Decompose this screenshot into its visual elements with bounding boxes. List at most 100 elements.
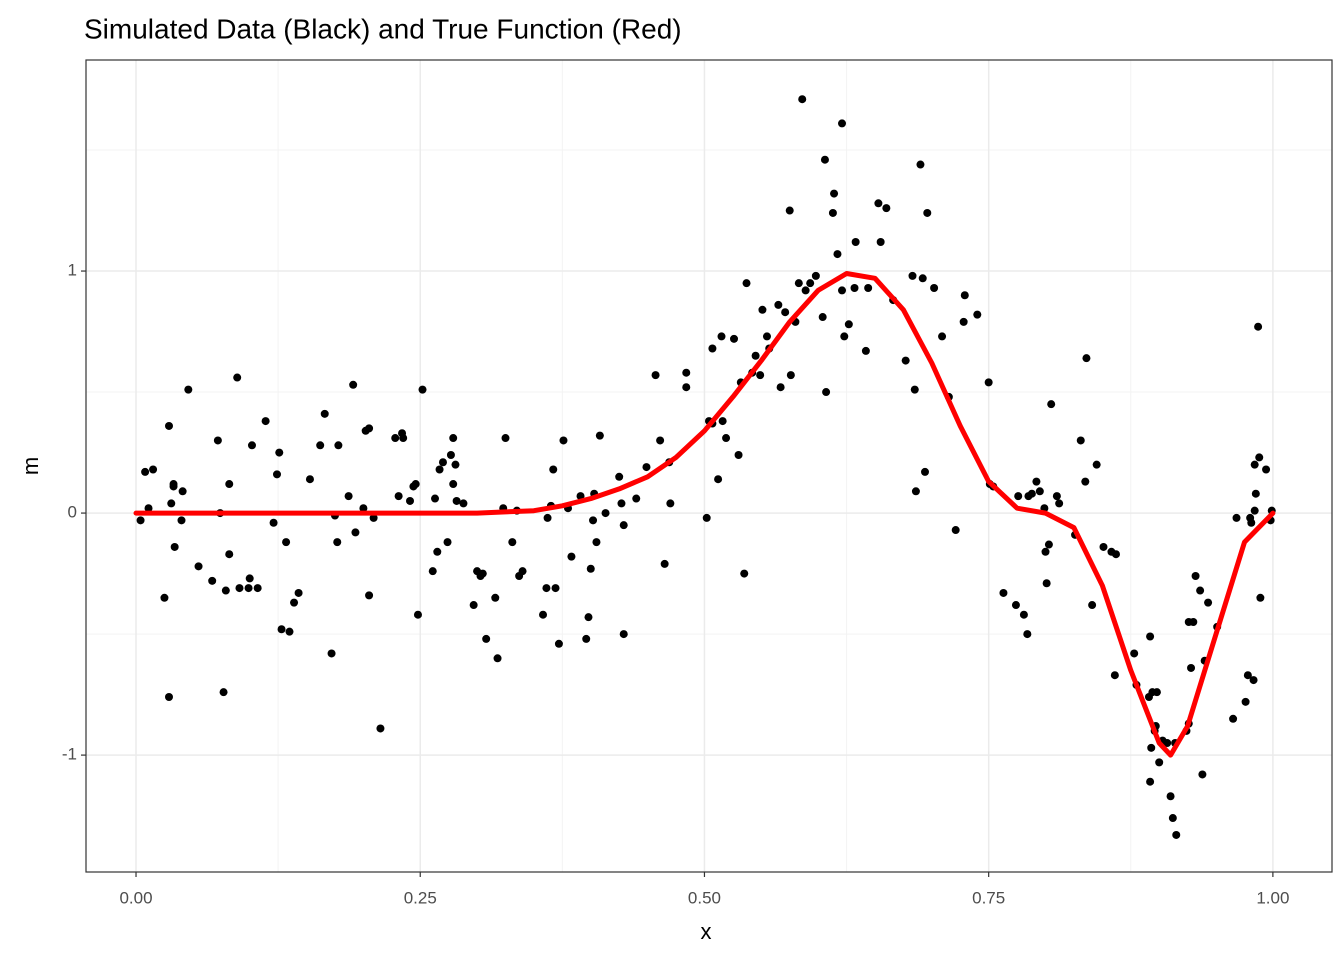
data-point xyxy=(253,584,262,593)
data-point xyxy=(794,279,803,288)
data-point xyxy=(1250,506,1259,515)
data-point xyxy=(1047,400,1056,409)
data-point xyxy=(1262,465,1271,474)
data-point xyxy=(365,591,374,600)
data-point xyxy=(194,562,203,571)
data-point xyxy=(391,434,400,443)
data-point xyxy=(960,291,969,300)
data-point xyxy=(1187,663,1196,672)
data-point xyxy=(1251,489,1260,498)
data-point xyxy=(1163,738,1172,747)
x-tick-label: 0.75 xyxy=(972,888,1005,907)
data-point xyxy=(406,496,415,505)
data-point xyxy=(973,310,982,319)
data-point xyxy=(334,441,343,450)
true-function-line xyxy=(133,271,1276,758)
data-point xyxy=(820,155,829,164)
data-point xyxy=(830,189,839,198)
y-tick-label: 0 xyxy=(68,503,77,522)
data-point xyxy=(617,499,626,508)
data-point xyxy=(277,625,286,634)
data-point xyxy=(861,346,870,355)
data-point xyxy=(369,513,378,522)
data-point xyxy=(1099,542,1108,551)
data-point xyxy=(320,409,329,418)
data-point xyxy=(1027,489,1036,498)
data-point xyxy=(136,516,145,525)
y-tick-label: 1 xyxy=(68,261,77,280)
data-point xyxy=(911,487,920,496)
x-tick-label: 0.25 xyxy=(404,888,437,907)
data-point xyxy=(476,572,485,581)
data-point xyxy=(170,542,179,551)
data-point xyxy=(718,417,727,426)
data-point xyxy=(167,499,176,508)
data-point xyxy=(632,494,641,503)
data-point xyxy=(482,634,491,643)
data-point xyxy=(1204,598,1213,607)
data-point xyxy=(828,208,837,217)
data-point xyxy=(1241,697,1250,706)
data-point xyxy=(708,344,717,353)
data-point xyxy=(1247,518,1256,527)
data-point xyxy=(1052,492,1061,501)
data-point xyxy=(269,518,278,527)
data-point xyxy=(619,630,628,639)
data-point xyxy=(1196,586,1205,595)
data-point xyxy=(225,550,234,559)
data-point xyxy=(702,513,711,522)
data-point xyxy=(916,160,925,169)
plot-border xyxy=(85,59,1333,873)
data-point xyxy=(1014,492,1023,501)
data-point xyxy=(164,421,173,430)
data-point xyxy=(431,494,440,503)
data-point xyxy=(433,547,442,556)
data-point xyxy=(1044,540,1053,549)
data-point xyxy=(285,627,294,636)
data-point xyxy=(1088,601,1097,610)
data-point xyxy=(762,332,771,341)
data-point xyxy=(225,480,234,489)
data-point xyxy=(244,584,253,593)
data-point xyxy=(169,480,178,489)
data-point xyxy=(714,475,723,484)
data-point xyxy=(184,385,193,394)
data-point xyxy=(435,465,444,474)
data-point xyxy=(1032,477,1041,486)
data-point xyxy=(316,441,325,450)
data-point xyxy=(376,724,385,733)
data-point xyxy=(882,204,891,213)
data-point xyxy=(261,417,270,426)
data-point xyxy=(501,434,510,443)
data-point xyxy=(359,504,368,513)
data-point xyxy=(149,465,158,474)
data-point xyxy=(930,283,939,292)
data-point xyxy=(1147,743,1156,752)
data-point xyxy=(491,593,500,602)
data-point xyxy=(559,436,568,445)
data-point xyxy=(1146,632,1155,641)
data-point xyxy=(394,492,403,501)
data-point xyxy=(822,388,831,397)
data-point xyxy=(141,467,150,476)
data-point xyxy=(1019,610,1028,619)
data-point xyxy=(1041,547,1050,556)
data-point xyxy=(589,516,598,525)
data-point xyxy=(349,380,358,389)
data-point xyxy=(840,332,849,341)
data-point xyxy=(282,538,291,547)
data-point xyxy=(144,504,153,513)
data-point xyxy=(1232,513,1241,522)
data-point xyxy=(327,649,336,658)
x-tick-label: 0.00 xyxy=(119,888,152,907)
data-point xyxy=(1146,777,1155,786)
data-point xyxy=(838,119,847,128)
x-axis-label: x xyxy=(701,919,712,944)
data-point xyxy=(923,208,932,217)
data-point xyxy=(305,475,314,484)
data-point xyxy=(742,279,751,288)
data-point xyxy=(1189,617,1198,626)
x-tick-label: 1.00 xyxy=(1256,888,1289,907)
data-point xyxy=(452,496,461,505)
data-point xyxy=(247,441,256,450)
